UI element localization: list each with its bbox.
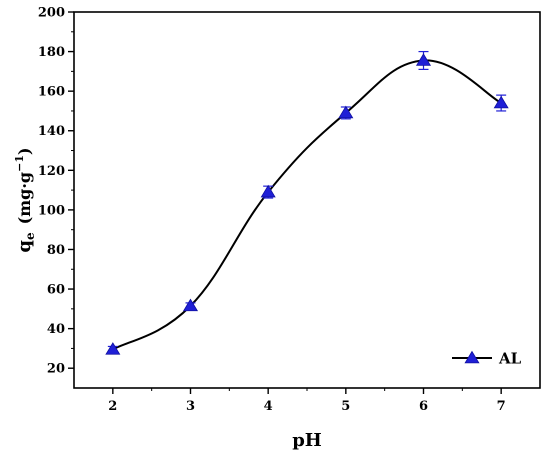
series-layer: [105, 50, 509, 355]
y-axis-title-main: q: [14, 240, 35, 253]
y-axis-title-superscript: −1: [13, 155, 26, 172]
y-tick-label: 140: [38, 124, 65, 139]
series-line: [112, 59, 502, 351]
data-point: [260, 184, 276, 198]
y-tick-label: 120: [38, 164, 65, 179]
legend-label: AL: [498, 350, 522, 368]
y-axis-title-close: ): [15, 147, 34, 155]
data-point: [415, 53, 432, 66]
legend: AL: [452, 350, 522, 368]
y-axis-title-subscript: e: [23, 232, 37, 240]
y-tick-label: 40: [47, 322, 65, 337]
data-point: [493, 95, 509, 109]
y-axis-title: qe (mg·g−1): [13, 147, 37, 252]
y-tick-label: 200: [38, 6, 65, 21]
x-axis: 2 3 4 5 6 7: [108, 388, 506, 414]
x-tick-label: 3: [186, 399, 195, 414]
data-point: [105, 342, 121, 355]
data-point: [338, 105, 354, 119]
legend-marker: [464, 350, 480, 364]
y-tick-label: 180: [38, 45, 65, 60]
y-tick-label: 160: [38, 85, 65, 100]
y-axis: 20 40 60 80 100 120 140 160 180 200: [38, 6, 74, 377]
x-axis-title: pH: [292, 430, 322, 451]
x-tick-label: 5: [341, 399, 350, 414]
x-tick-label: 6: [419, 399, 428, 414]
plot-frame: [73, 11, 541, 389]
x-tick-label: 2: [108, 399, 117, 414]
plot-border: [73, 11, 541, 389]
x-tick-label: 7: [497, 399, 506, 414]
y-tick-label: 60: [47, 283, 65, 298]
y-tick-label: 20: [47, 362, 65, 377]
y-tick-label: 80: [47, 243, 65, 258]
y-tick-label: 100: [38, 203, 65, 218]
data-point: [182, 298, 199, 312]
x-tick-label: 4: [264, 399, 273, 414]
y-axis-title-unit: (mg·g: [15, 172, 34, 224]
